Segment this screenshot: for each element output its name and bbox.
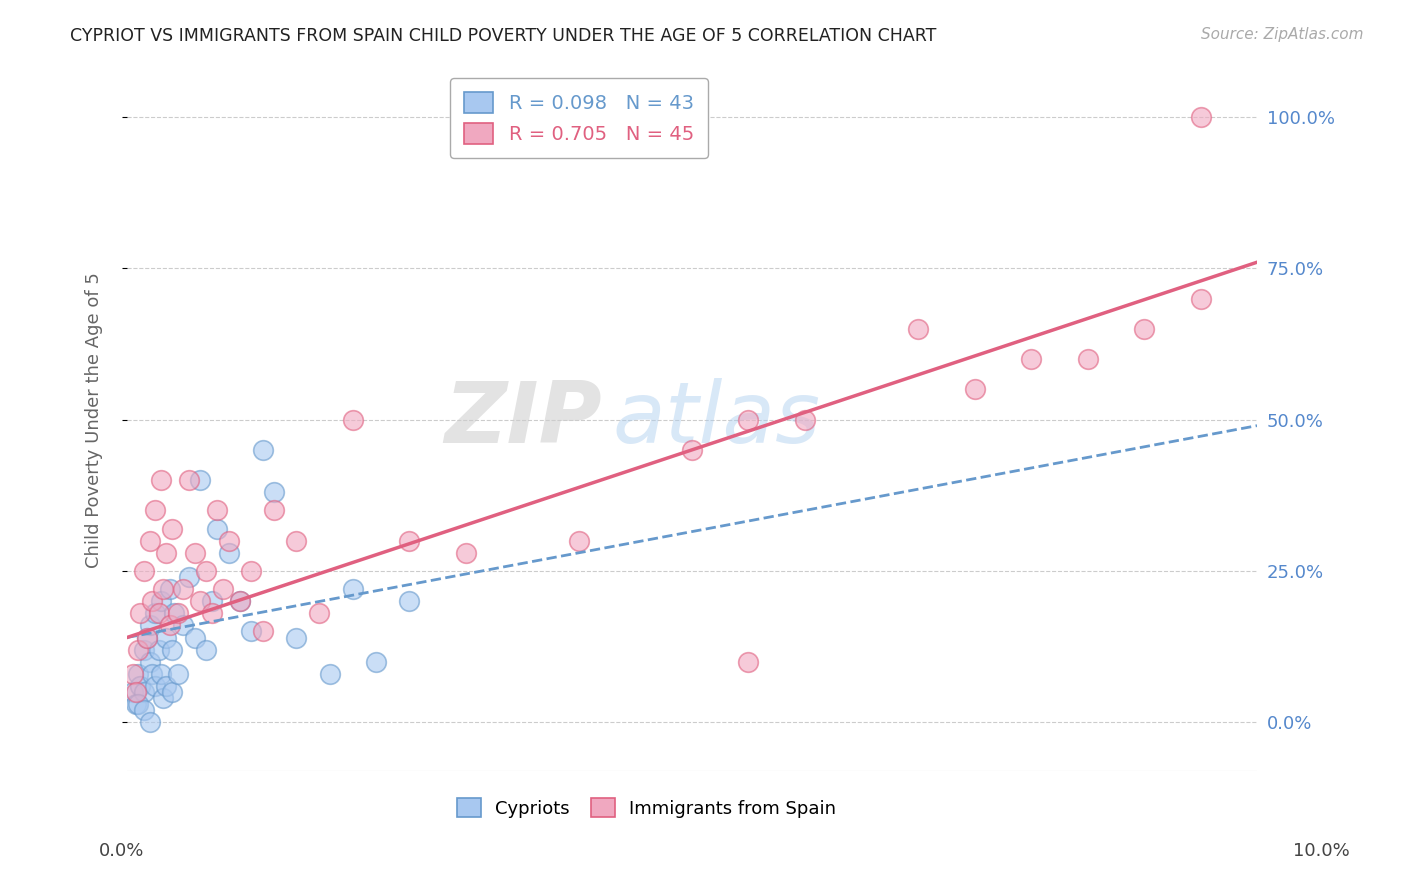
Point — [138, 618, 160, 632]
Point — [263, 503, 285, 517]
Point — [1189, 292, 1212, 306]
Point — [155, 631, 177, 645]
Point — [159, 582, 181, 596]
Point — [907, 322, 929, 336]
Point — [149, 594, 172, 608]
Point — [319, 666, 342, 681]
Point — [160, 642, 183, 657]
Point — [398, 594, 420, 608]
Point — [143, 679, 166, 693]
Point — [195, 564, 218, 578]
Point — [342, 412, 364, 426]
Point — [183, 546, 205, 560]
Point — [681, 442, 703, 457]
Point — [794, 412, 817, 426]
Point — [125, 697, 148, 711]
Point — [252, 442, 274, 457]
Point — [364, 655, 387, 669]
Point — [172, 618, 194, 632]
Point — [148, 607, 170, 621]
Point — [138, 715, 160, 730]
Point — [143, 503, 166, 517]
Point — [127, 642, 149, 657]
Point — [143, 607, 166, 621]
Point — [148, 642, 170, 657]
Point — [1019, 352, 1042, 367]
Point — [190, 473, 212, 487]
Point — [212, 582, 235, 596]
Point — [177, 570, 200, 584]
Text: 0.0%: 0.0% — [98, 842, 143, 860]
Point — [240, 564, 263, 578]
Point — [342, 582, 364, 596]
Point — [229, 594, 252, 608]
Point — [195, 642, 218, 657]
Point — [136, 631, 159, 645]
Point — [183, 631, 205, 645]
Point — [218, 533, 240, 548]
Point — [1076, 352, 1098, 367]
Point — [172, 582, 194, 596]
Point — [125, 685, 148, 699]
Point — [285, 631, 308, 645]
Point — [737, 412, 759, 426]
Point — [285, 533, 308, 548]
Point — [177, 473, 200, 487]
Point — [149, 473, 172, 487]
Point — [166, 607, 188, 621]
Point — [207, 522, 229, 536]
Text: 10.0%: 10.0% — [1294, 842, 1350, 860]
Point — [138, 533, 160, 548]
Point — [240, 624, 263, 639]
Text: atlas: atlas — [613, 378, 821, 461]
Point — [152, 691, 174, 706]
Text: Source: ZipAtlas.com: Source: ZipAtlas.com — [1201, 27, 1364, 42]
Point — [129, 679, 152, 693]
Point — [568, 533, 591, 548]
Point — [152, 582, 174, 596]
Point — [166, 666, 188, 681]
Point — [308, 607, 330, 621]
Point — [190, 594, 212, 608]
Point — [121, 685, 143, 699]
Point — [201, 607, 224, 621]
Point — [127, 666, 149, 681]
Point — [138, 655, 160, 669]
Point — [218, 546, 240, 560]
Text: ZIP: ZIP — [444, 378, 602, 461]
Point — [1189, 110, 1212, 124]
Point — [159, 618, 181, 632]
Point — [454, 546, 477, 560]
Point — [398, 533, 420, 548]
Point — [141, 594, 163, 608]
Point — [252, 624, 274, 639]
Y-axis label: Child Poverty Under the Age of 5: Child Poverty Under the Age of 5 — [86, 272, 103, 567]
Point — [132, 642, 155, 657]
Point — [149, 666, 172, 681]
Point — [737, 655, 759, 669]
Point — [121, 666, 143, 681]
Point — [155, 679, 177, 693]
Point — [963, 382, 986, 396]
Point — [132, 564, 155, 578]
Legend: Cypriots, Immigrants from Spain: Cypriots, Immigrants from Spain — [450, 791, 844, 825]
Point — [163, 607, 186, 621]
Point — [201, 594, 224, 608]
Point — [160, 685, 183, 699]
Point — [132, 703, 155, 717]
Point — [136, 631, 159, 645]
Text: CYPRIOT VS IMMIGRANTS FROM SPAIN CHILD POVERTY UNDER THE AGE OF 5 CORRELATION CH: CYPRIOT VS IMMIGRANTS FROM SPAIN CHILD P… — [70, 27, 936, 45]
Point — [155, 546, 177, 560]
Point — [263, 485, 285, 500]
Point — [1133, 322, 1156, 336]
Point — [127, 697, 149, 711]
Point — [129, 607, 152, 621]
Point — [207, 503, 229, 517]
Point — [132, 685, 155, 699]
Point — [141, 666, 163, 681]
Point — [229, 594, 252, 608]
Point — [160, 522, 183, 536]
